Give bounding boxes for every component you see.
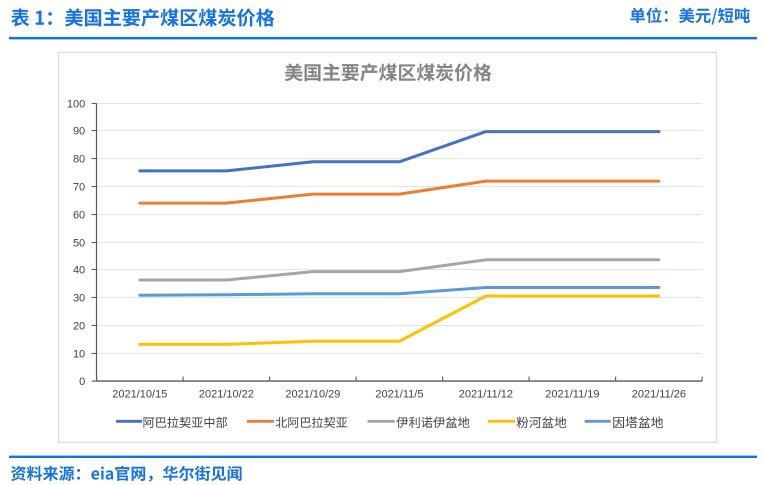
svg-text:90: 90 (73, 125, 85, 137)
svg-text:2021/11/12: 2021/11/12 (459, 389, 513, 401)
svg-text:70: 70 (73, 181, 85, 193)
svg-text:80: 80 (73, 153, 85, 165)
svg-text:30: 30 (73, 292, 85, 304)
svg-text:2021/11/5: 2021/11/5 (375, 389, 423, 401)
svg-text:60: 60 (73, 209, 85, 221)
svg-text:2021/10/22: 2021/10/22 (199, 389, 254, 401)
svg-text:10: 10 (73, 348, 85, 360)
svg-text:20: 20 (73, 320, 85, 332)
svg-text:0: 0 (79, 376, 85, 388)
svg-text:40: 40 (73, 264, 85, 276)
svg-text:100: 100 (67, 98, 85, 110)
svg-text:2021/10/15: 2021/10/15 (112, 389, 167, 401)
svg-text:2021/11/26: 2021/11/26 (632, 389, 686, 401)
svg-text:2021/11/19: 2021/11/19 (545, 389, 599, 401)
svg-text:2021/10/29: 2021/10/29 (285, 389, 340, 401)
svg-text:50: 50 (73, 237, 85, 249)
